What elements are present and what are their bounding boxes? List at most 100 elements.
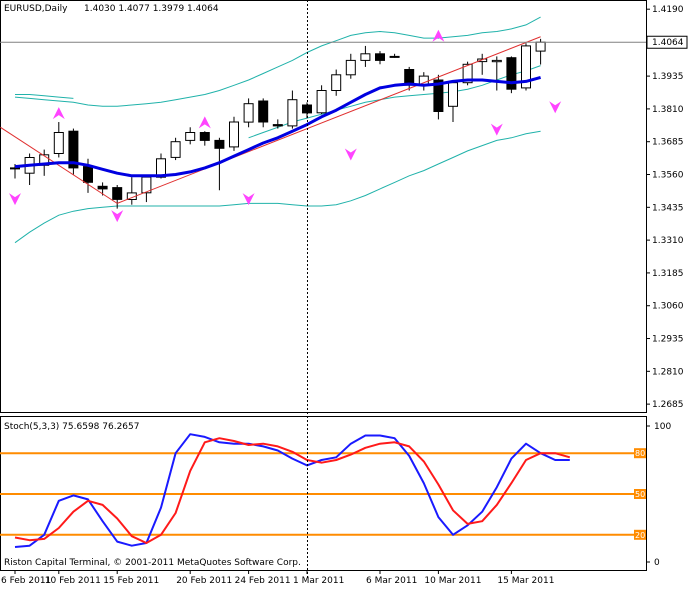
candle — [68, 128, 79, 175]
time-tick-label: 6 Mar 2011 — [366, 576, 417, 586]
bullish-candle-body — [331, 74, 342, 92]
bearish-candle-body — [199, 132, 210, 141]
inner-upper-envelope-line — [15, 94, 74, 99]
price-tick-label: 1.3185 — [652, 269, 684, 279]
candle — [243, 98, 254, 128]
candle — [506, 56, 517, 94]
bullish-candle-body — [287, 99, 298, 127]
copyright-watermark: Riston Capital Terminal, © 2001-2011 Met… — [4, 558, 301, 568]
bearish-candle-body — [83, 166, 93, 183]
candle — [258, 98, 269, 128]
price-tick-label: 1.3435 — [652, 203, 684, 213]
main-pane-frame — [0, 0, 647, 413]
moving-average-line — [14, 75, 541, 178]
bearish-candle-body — [272, 124, 283, 127]
candle — [126, 177, 137, 205]
upper-envelope-line — [14, 16, 541, 107]
candle — [448, 80, 458, 123]
fractal-down-arrow-icon — [9, 193, 21, 206]
time-tick-label: 15 Mar 2011 — [497, 576, 554, 586]
candle — [229, 116, 239, 151]
time-tick-label: 10 Mar 2011 — [424, 576, 481, 586]
bearish-candle-body — [214, 139, 225, 149]
stochastic-signal-line — [14, 437, 571, 544]
bearish-candle-body — [506, 57, 517, 90]
price-pane[interactable] — [0, 16, 562, 244]
bearish-candle-body — [375, 53, 385, 61]
stochastic-label: Stoch(5,3,3) 75.6598 76.2657 — [4, 422, 139, 432]
price-tick-label: 1.3685 — [652, 138, 684, 148]
trendline — [0, 126, 118, 204]
fractal-up-arrow-icon — [432, 29, 445, 42]
bearish-candle-body — [433, 79, 444, 112]
time-tick-label: 24 Feb 2011 — [235, 576, 291, 586]
price-tick-label: 1.3310 — [652, 236, 684, 246]
bullish-candle-body — [53, 132, 64, 154]
bullish-candle-body — [462, 63, 473, 84]
time-tick-label: 1 Mar 2011 — [293, 576, 344, 586]
bullish-candle-body — [360, 53, 371, 61]
price-tick-label: 1.3810 — [652, 105, 684, 115]
bearish-candle-body — [68, 130, 79, 169]
bullish-candle-body — [229, 121, 239, 148]
candle — [389, 53, 400, 58]
time-tick-label: 15 Feb 2011 — [103, 576, 159, 586]
stochastic-pane[interactable]: 80 50 20 — [0, 433, 646, 548]
stochastic-main-line — [14, 433, 570, 548]
bullish-candle-body — [448, 82, 458, 107]
price-tick-label: 1.3935 — [652, 72, 684, 82]
fractal-up-arrow-icon — [52, 107, 65, 120]
stochastic-level-label: 50 — [635, 490, 645, 499]
lower-envelope-line — [14, 130, 541, 244]
bullish-candle-body — [316, 90, 327, 114]
bullish-candle-body — [535, 41, 546, 52]
candle — [24, 153, 35, 186]
bearish-candle-body — [112, 187, 123, 200]
bullish-candle-body — [170, 141, 181, 158]
candle — [433, 74, 444, 120]
candle — [491, 56, 502, 91]
stochastic-level-label: 80 — [635, 449, 645, 458]
fractal-markers — [9, 29, 562, 223]
candle — [316, 85, 327, 115]
bullish-candle-body — [243, 103, 254, 123]
candle — [287, 90, 298, 129]
price-tick-label: 1.2810 — [652, 367, 684, 377]
candle — [360, 45, 371, 67]
candlestick-series — [10, 38, 546, 209]
fractal-up-arrow-icon — [198, 116, 211, 129]
bullish-candle-body — [491, 59, 502, 63]
price-axis: 1.4190 1.3935 1.3810 1.3685 1.3560 1.3435 1.33… — [646, 5, 684, 410]
bullish-candle-body — [10, 167, 20, 170]
time-tick-label: 6 Feb 2011 — [1, 576, 51, 586]
candle — [345, 53, 356, 79]
stochastic-tick-label: 100 — [654, 422, 671, 432]
bullish-candle-body — [185, 132, 196, 141]
bullish-candle-body — [389, 55, 400, 58]
price-tick-label: 1.3060 — [652, 302, 684, 312]
price-tick-label: 1.4190 — [652, 5, 684, 15]
candle — [170, 137, 181, 161]
candle — [53, 122, 64, 158]
stochastic-tick-label: 0 — [654, 558, 660, 568]
candle — [185, 127, 196, 145]
bullish-candle-body — [521, 45, 531, 89]
trendline — [117, 36, 541, 204]
candle — [331, 69, 342, 96]
current-price-box — [646, 35, 688, 49]
fractal-down-arrow-icon — [111, 210, 124, 223]
fractal-down-arrow-icon — [490, 123, 503, 136]
candle — [199, 131, 210, 146]
bearish-candle-body — [258, 100, 269, 123]
fractal-down-arrow-icon — [344, 148, 357, 161]
stochastic-level-tag — [634, 489, 646, 499]
price-tick-label: 1.3560 — [652, 171, 684, 181]
envelope-lines — [14, 16, 541, 244]
bearish-candle-body — [97, 185, 108, 190]
stochastic-lines — [14, 433, 571, 548]
candle — [141, 174, 152, 203]
price-tick-label: 1.2685 — [652, 400, 684, 410]
